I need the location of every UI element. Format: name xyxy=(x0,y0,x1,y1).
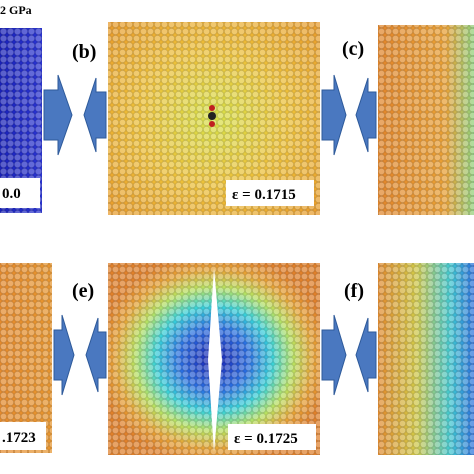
crack xyxy=(208,268,222,452)
atoms xyxy=(0,263,52,453)
label-box xyxy=(0,422,46,450)
arrows xyxy=(43,74,377,396)
defect xyxy=(208,112,216,120)
arrow-right xyxy=(321,74,347,156)
defect xyxy=(209,105,215,111)
strain-label: ε = 0.1725 xyxy=(234,431,298,447)
strain-label: .1723 xyxy=(2,430,36,446)
label-box xyxy=(0,178,40,208)
arrow-right xyxy=(53,314,75,396)
panel-label: (e) xyxy=(72,280,94,302)
arrow-left xyxy=(85,317,107,393)
strain-label: 0.0 xyxy=(2,186,21,202)
strain-label: ε = 0.1715 xyxy=(232,187,296,203)
arrow-left xyxy=(355,77,377,153)
defect xyxy=(209,121,215,127)
label-box xyxy=(228,424,316,450)
arrow-left xyxy=(83,77,107,153)
panel-label: (c) xyxy=(342,38,364,60)
atoms xyxy=(378,263,474,455)
atoms xyxy=(378,25,474,215)
arrow-left xyxy=(355,317,377,393)
title: 2 GPa xyxy=(0,3,32,17)
label-box xyxy=(226,180,314,206)
arrow-right xyxy=(321,314,347,396)
arrow-right xyxy=(43,74,73,156)
panel-label: (f) xyxy=(344,280,364,302)
panel-label: (b) xyxy=(72,41,96,63)
